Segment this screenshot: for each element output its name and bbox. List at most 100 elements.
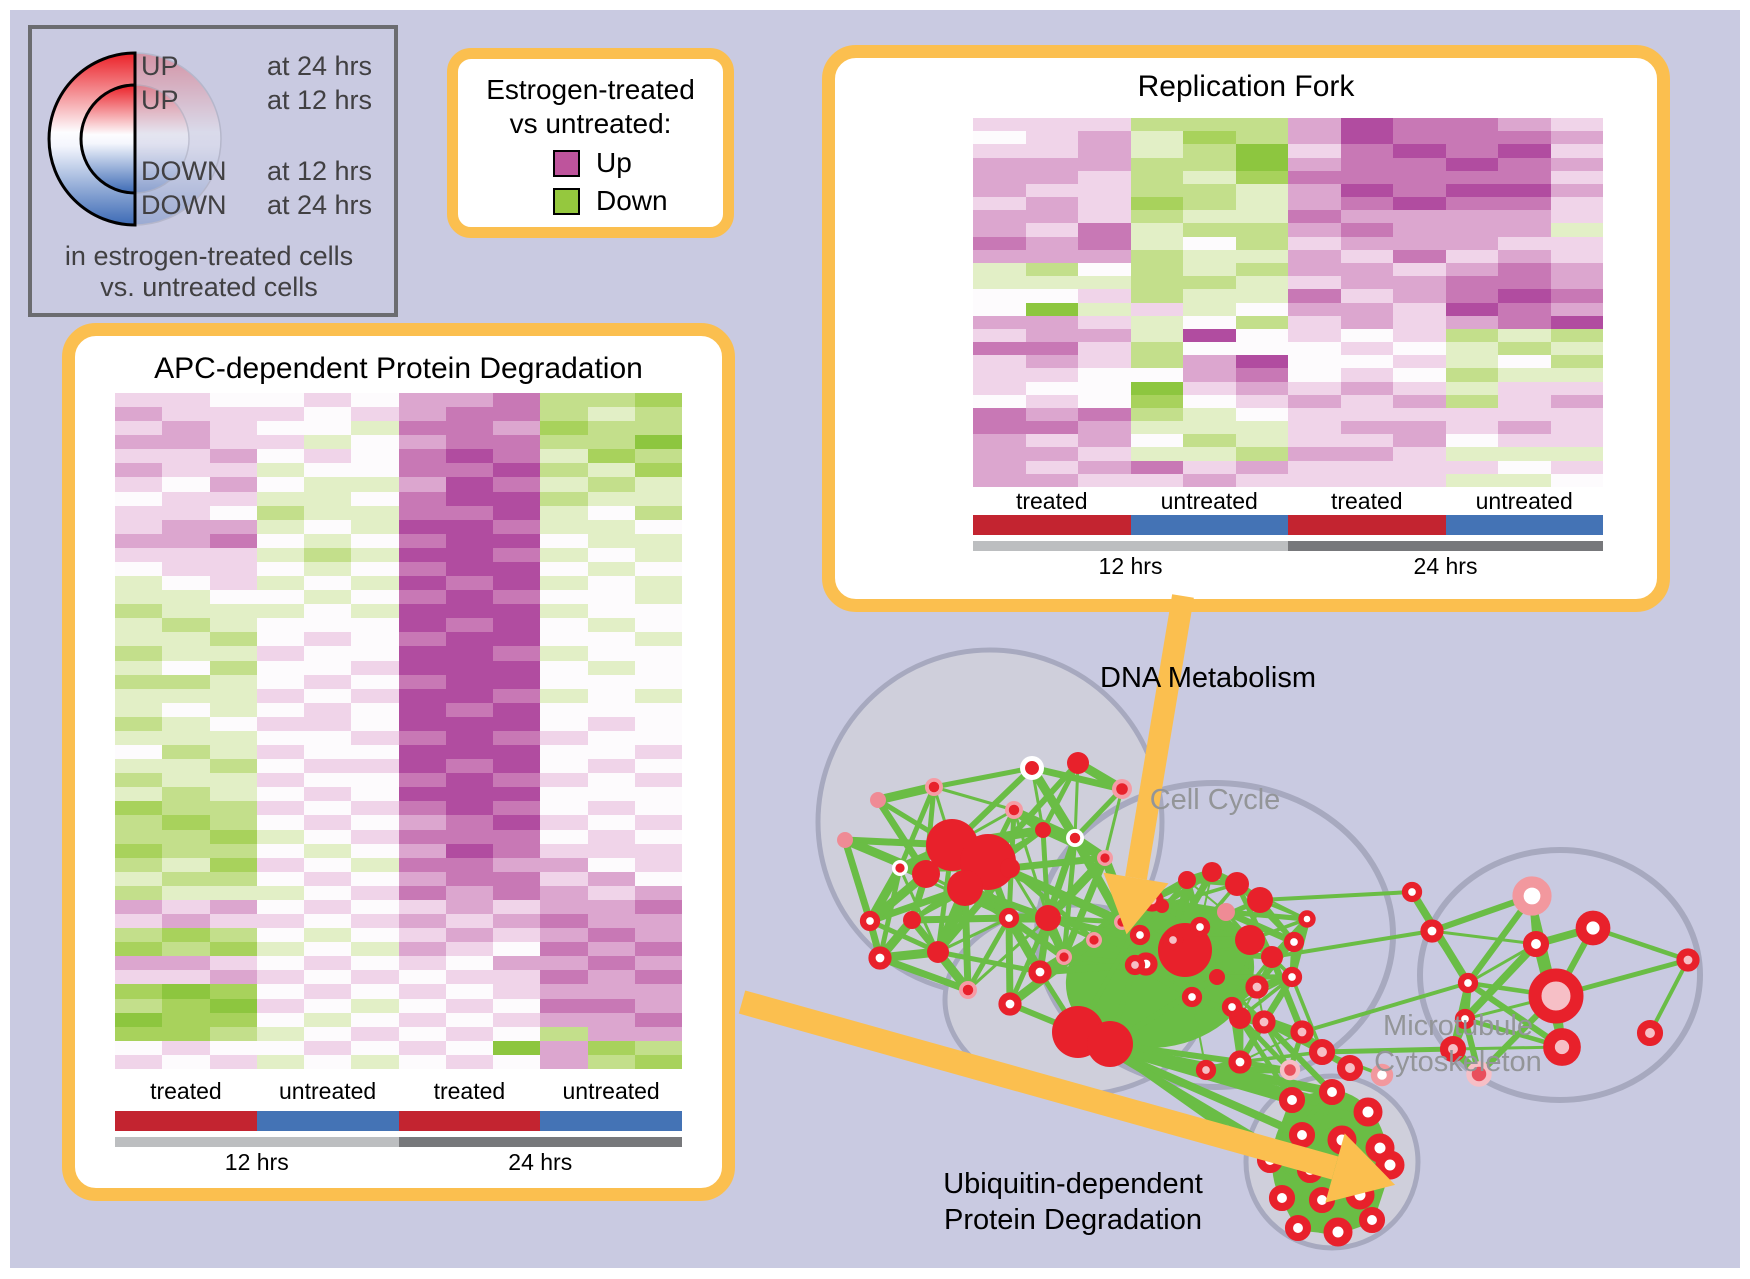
heatmap-cell [1183,407,1236,422]
heatmap-cell [304,801,352,816]
heatmap-cell [304,1012,352,1027]
network-edge [1040,829,1051,919]
heatmap-cell [162,1054,210,1069]
heatmap-cell [1235,394,1288,408]
heatmap-cell [209,533,257,548]
heatmap-cell [1288,223,1341,237]
heatmap-cell [256,688,304,703]
heatmap-cell [973,434,1026,448]
heatmap-cell [493,829,541,844]
heatmap-cell [540,547,588,562]
heatmap-cell [209,928,257,943]
heatmap-cell [1550,434,1603,448]
heatmap-cell [1550,236,1603,250]
heatmap-cell [162,632,210,647]
heatmap-cell [493,1012,541,1027]
heatmap-cell [1445,302,1498,316]
heatmap-cell [493,491,541,506]
heatmap-cell [209,505,257,520]
heatmap-cell [540,393,588,408]
heatmap-cell [256,1012,304,1027]
heatmap-cell [1078,434,1131,448]
heatmap-cell [209,787,257,802]
heatmap-cell [493,928,541,943]
heatmap-cell [115,730,163,746]
heatmap-cell [351,505,399,520]
arrow-to-dna-metabolism [1103,594,1194,935]
heatmap-cell [634,914,682,929]
heatmap-cell [115,885,163,900]
heatmap-cell [1445,289,1498,303]
heatmap-cell [304,928,352,943]
heatmap-cell [162,730,210,746]
heatmap-cell [1183,473,1236,487]
heatmap-cell [540,702,588,717]
heatmap-cell [115,702,163,717]
network-edge [937,916,1010,954]
heatmap-cell [1130,170,1183,184]
network-edge [933,765,1033,790]
network-edge [1238,1016,1292,1072]
heatmap-cell [162,773,210,788]
heatmap-cell [115,660,163,675]
heatmap-cell [634,618,682,633]
heatmap-cell [587,632,635,647]
heatmap-cell [1078,315,1131,329]
heatmap-cell [1393,315,1446,329]
time-label-0: 12 hrs [1098,553,1163,579]
heatmap-cell [304,393,352,408]
network-node [1278,1086,1306,1114]
heatmap-cell [351,857,399,872]
network-node [1124,954,1146,976]
heatmap-cell [540,871,588,886]
network-node [1028,960,1052,984]
heatmap-cell [1445,236,1498,250]
heatmap-cell [1025,460,1078,474]
heatmap-cell [493,421,541,436]
heatmap-cell [634,1026,682,1041]
heatmap-cell [1025,223,1078,237]
heatmap-cell [398,899,446,915]
heatmap-cell [304,660,352,675]
heatmap-cell [1078,460,1131,474]
heatmap-cell [1078,328,1131,343]
heatmap-cell [634,871,682,886]
heatmap-cell [540,829,588,844]
heatmap-cell [1498,460,1551,474]
heatmap-cell [445,435,493,450]
heatmap-cell [256,561,304,577]
heatmap-cell [1183,368,1236,382]
heatmap-cell [1550,328,1603,343]
heatmap-cell [1445,118,1498,132]
heatmap-cell [256,477,304,492]
heatmap-cell [634,1054,682,1069]
heatmap-cell [115,914,163,929]
heatmap-cell [1393,434,1446,448]
heatmap-cell [1130,302,1183,316]
heatmap-cell [1340,368,1393,382]
heatmap-cell [493,730,541,746]
heatmap-cell [351,745,399,760]
heatmap-cell [1393,473,1446,487]
heatmap-cell [445,1054,493,1069]
heatmap-cell [1235,289,1288,303]
network-node [1178,871,1196,889]
group-label-untreated-3: untreated [562,1078,660,1104]
heatmap-cell [256,421,304,436]
heatmap-cell [1550,170,1603,184]
heatmap-cell [1498,342,1551,356]
heatmap-cell [1078,421,1131,435]
heatmap-cell [351,970,399,985]
network-edge [986,857,1187,955]
heatmap-cell [587,773,635,788]
heatmap-cell [973,381,1026,395]
heatmap-cell [1025,434,1078,448]
cluster-micro [1417,847,1703,1103]
heatmap-cell [1025,302,1078,316]
heatmap-cell [398,914,446,929]
heatmap-cell [256,773,304,788]
network-node [1543,1028,1581,1066]
heatmap-cell [445,1040,493,1055]
heatmap-cell [256,871,304,886]
heatmap-cell [1078,262,1131,277]
